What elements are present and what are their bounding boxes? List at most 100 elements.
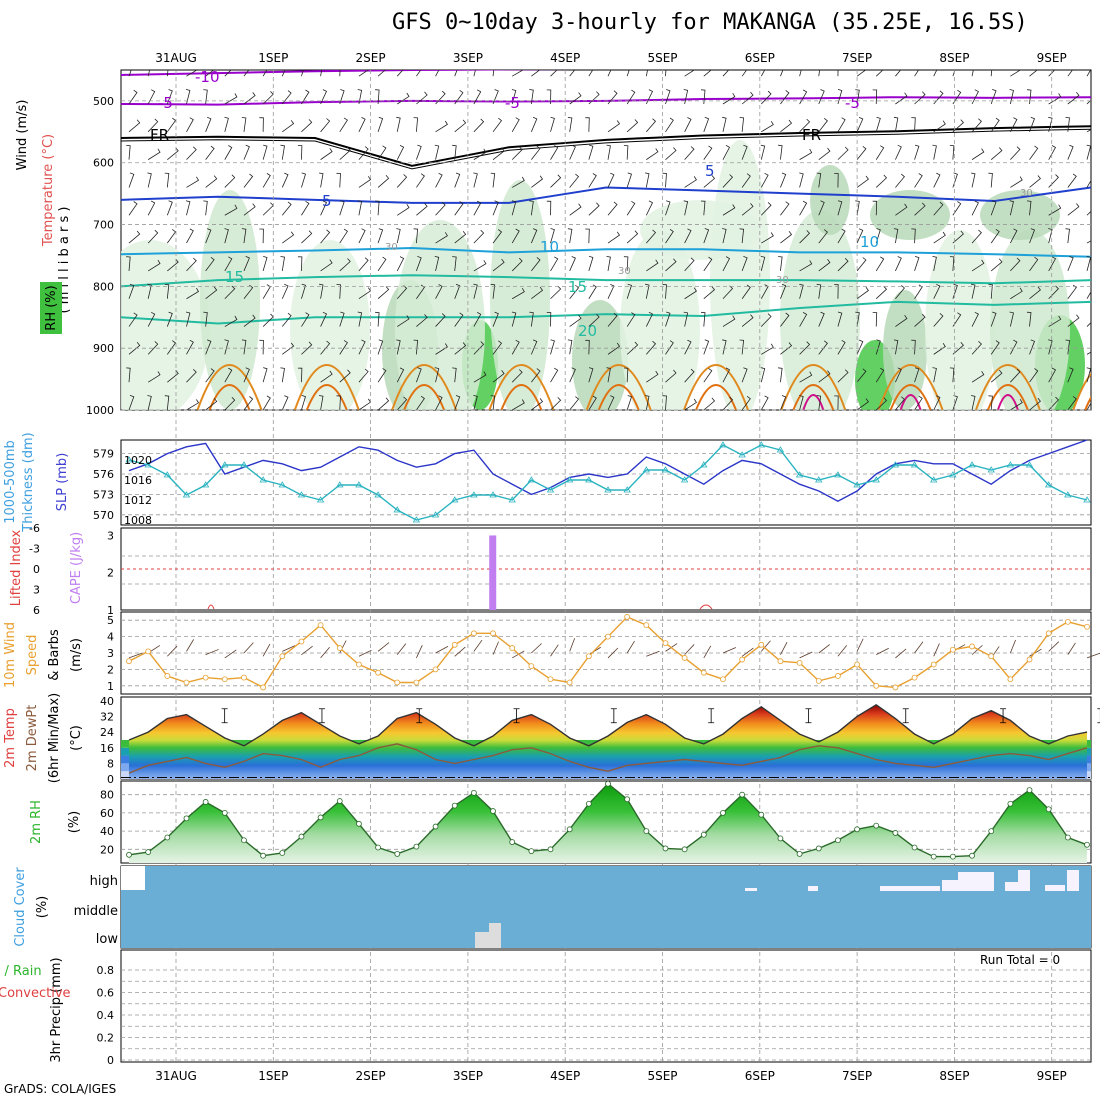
rh-shade-area [490,180,550,410]
wind-barb [567,228,573,244]
rh-line-point [796,850,803,857]
wind-speed-line-point [298,638,305,645]
surface-wind-barb [1048,641,1060,652]
wind-barb [319,395,324,410]
wind-barb [988,284,993,299]
wind-barb [1067,314,1080,327]
wind-barb [933,283,941,299]
wind-barb [531,257,541,272]
cloud-level-label: low [96,932,119,947]
wind-barb [569,203,582,216]
wind-barb [875,397,888,410]
wind-barb [665,200,671,216]
wind-barb [301,200,310,216]
wind-barb [166,89,173,105]
wind-barb [588,395,597,410]
wind-barb [1086,172,1091,188]
wind-barb [530,116,538,132]
wind-barb [319,283,324,299]
wind-barb [569,396,580,410]
wind-barb [662,395,667,410]
wind-barb [1065,339,1070,355]
wind-barb [416,256,422,272]
wind-barb [147,148,161,160]
wind-barb [585,117,590,132]
warm-contour [996,394,1019,410]
surface-wind-barb [760,640,771,652]
warm-contour [1095,395,1100,410]
wind-barb [243,256,250,272]
wind-barb [396,174,408,188]
wind-axis-label-4: (m/s) [69,638,84,672]
slp-line-point [987,466,995,473]
y-tick-label: -6 [29,522,40,535]
wind-barb [1010,228,1018,244]
wind-barb [933,231,946,244]
wind-barb [1067,396,1077,410]
wind-barb [167,370,179,383]
wind-barb [569,92,582,105]
rh-line-point [1084,841,1090,848]
rh-line-point [375,844,381,851]
wind-barb [684,287,697,300]
wind-barb [166,229,177,244]
wind-barb [837,117,846,133]
surface-wind-barb [128,652,143,659]
wind-barb [780,312,790,327]
wind-barb [186,339,194,355]
wind-barb [837,311,843,327]
contour-label: -10 [195,68,220,86]
wind-axis-label-1: 10m Wind [3,622,18,688]
wind-barb [358,146,369,160]
wind-barb [569,70,576,77]
wind-barb [895,314,908,327]
slp-line-point [431,511,440,518]
wind-barb [722,367,731,383]
wind-barb [933,120,946,133]
slp-line-point [834,471,842,478]
wind-barb [492,311,499,327]
rh-line-point [202,799,209,805]
wind-barb [585,339,590,355]
slp-line-point [470,491,478,498]
wind-barb [816,395,822,410]
wind-barb [454,172,461,188]
y-tick-label: -3 [29,543,40,556]
wind-barb [949,367,955,383]
wind-speed-line-point [1064,618,1071,625]
wind-barb [319,172,324,188]
wind-barb [262,395,271,410]
wind-barb [626,341,639,355]
wind-barb [147,70,150,77]
slp-line-point [872,476,880,483]
surface-wind-barb [1067,642,1076,655]
wind-barb [990,311,997,327]
wind-barb [875,367,885,383]
wind-barb [646,148,659,160]
wind-barb [336,172,341,188]
slp-line-point [604,486,612,493]
wind-barb [623,367,629,383]
wind-barb [281,70,286,77]
wind-barb [646,229,657,244]
temperature-contour [121,300,1091,325]
wind-barb [1026,200,1032,216]
low-cloud-gap [489,923,501,948]
wind-barb [490,172,496,188]
wind-barb [550,116,555,132]
wind-barb [856,145,867,160]
wind-barb [932,256,937,271]
rh-line-point [260,852,267,859]
wind-barb [339,70,341,77]
cloud-gap [121,866,145,890]
wind-speed-line-point [681,655,688,661]
temperature-contour [121,125,1091,167]
slp-line-point [374,491,382,498]
wind-barb [722,204,736,216]
rh-shade-area [290,240,370,410]
wind-barb [454,89,464,105]
wind-barb [856,339,864,355]
wind-barb [799,230,811,244]
wind-barb [588,313,600,327]
wind-barb [358,176,372,188]
